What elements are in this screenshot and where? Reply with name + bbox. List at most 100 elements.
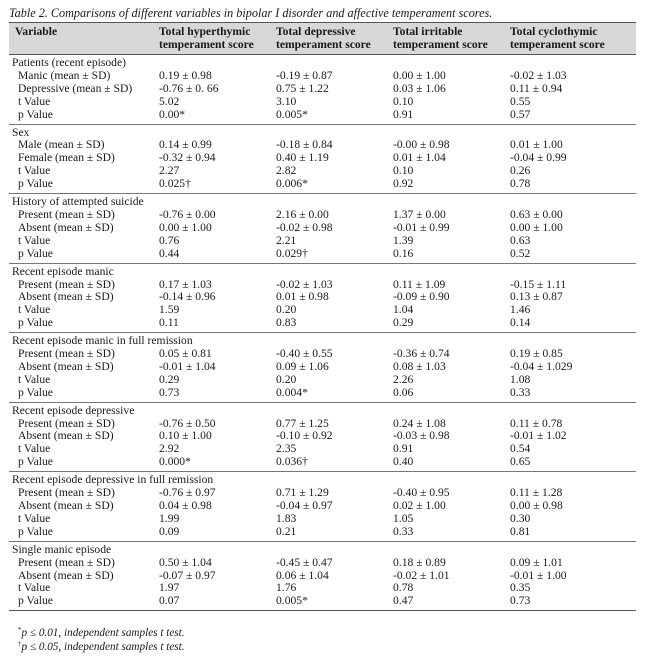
data-cell: -0.76 ± 0. 66	[159, 81, 219, 95]
data-cell: 2.92	[159, 442, 180, 456]
data-cell: -0.03 ± 0.98	[393, 429, 450, 443]
comparison-table: Variable Total hyperthymic temperament sc…	[9, 22, 636, 612]
header-cyclothymic: Total cyclothymic temperament score	[510, 22, 636, 55]
data-cell: 0.029†	[276, 246, 308, 260]
data-cell: 0.00 ± 1.00	[159, 220, 212, 234]
data-cell: 2.82	[276, 164, 297, 178]
data-cell: 0.57	[510, 107, 531, 121]
data-cell: 0.33	[393, 524, 414, 538]
data-cell: 0.75 ± 1.22	[276, 81, 329, 95]
row-label: Present (mean ± SD)	[18, 277, 115, 291]
data-cell: -0.10 ± 0.92	[276, 429, 333, 443]
data-cell: -0.00 ± 0.98	[393, 138, 450, 152]
data-cell: -0.07 ± 0.97	[159, 568, 216, 582]
data-cell: -0.04 ± 0.99	[510, 151, 567, 165]
row-label: Present (mean ± SD)	[18, 555, 115, 569]
row-label: p Value	[18, 177, 53, 191]
data-cell: -0.02 ± 0.98	[276, 220, 333, 234]
data-cell: 0.14 ± 0.99	[159, 138, 212, 152]
row-label: Absent (mean ± SD)	[18, 220, 114, 234]
row-label: Depressive (mean ± SD)	[18, 81, 133, 95]
data-cell: 1.76	[276, 581, 297, 595]
data-cell: 0.06 ± 1.04	[276, 568, 329, 582]
data-cell: -0.02 ± 1.03	[510, 68, 567, 82]
data-cell: 1.08	[510, 372, 531, 386]
data-cell: -0.36 ± 0.74	[393, 347, 450, 361]
table-header-row: Variable Total hyperthymic temperament sc…	[9, 22, 636, 55]
data-cell: -0.32 ± 0.94	[159, 151, 216, 165]
data-cell: 0.00 ± 1.00	[393, 68, 446, 82]
footnote-1: *p ≤ 0.01, independent samples t test.	[18, 626, 185, 639]
row-label: t Value	[18, 511, 51, 525]
data-cell: 0.91	[393, 107, 414, 121]
section-title-row: Recent episode depressive in full remiss…	[9, 471, 636, 488]
data-cell: 0.00 ± 0.98	[510, 499, 563, 512]
data-cell: 1.04	[393, 303, 414, 317]
row-label: t Value	[18, 233, 51, 247]
data-cell: 1.97	[159, 581, 180, 595]
data-cell: 0.20	[276, 303, 297, 317]
data-cell: 0.09	[159, 524, 180, 538]
data-cell: -0.40 ± 0.95	[393, 486, 450, 500]
row-label: Absent (mean ± SD)	[18, 499, 114, 512]
data-cell: 0.006*	[276, 177, 308, 191]
data-cell: -0.01 ± 0.99	[393, 220, 450, 234]
data-cell: 2.21	[276, 233, 297, 247]
table-row: t Value 0.29 0.20 2.26 1.08	[9, 372, 636, 387]
data-cell: 0.47	[393, 594, 510, 612]
table-row: t Value 5.02 3.10 0.10 0.55	[9, 94, 636, 109]
data-cell: 0.09 ± 1.06	[276, 359, 329, 373]
table-row: t Value 2.27 2.82 0.10 0.26	[9, 164, 636, 178]
data-cell: 0.20	[276, 372, 297, 386]
data-cell: 0.05 ± 0.81	[159, 347, 212, 361]
data-cell: -0.01 ± 1.00	[510, 568, 567, 582]
data-cell: -0.02 ± 1.03	[276, 277, 333, 291]
data-cell: 0.30	[510, 511, 531, 525]
data-cell: 1.05	[393, 511, 414, 525]
data-cell: 2.26	[393, 372, 414, 386]
row-label: Absent (mean ± SD)	[18, 568, 114, 582]
table-row: Absent (mean ± SD) 0.00 ± 1.00 -0.02 ± 0.9…	[9, 220, 636, 235]
table-caption: Table 2. Comparisons of different variab…	[9, 6, 493, 20]
row-label: t Value	[18, 581, 51, 595]
section-title-row: Recent episode depressive	[9, 401, 636, 418]
data-cell: 2.16 ± 0.00	[276, 207, 329, 221]
section-title-row: Single manic episode	[9, 540, 636, 557]
data-cell: 0.50 ± 1.04	[159, 555, 212, 569]
table-row: t Value 1.97 1.76 0.78 0.35	[9, 582, 636, 595]
table-row: p Value 0.09 0.21 0.33 0.81	[9, 524, 636, 541]
data-cell: 0.18 ± 0.89	[393, 555, 446, 569]
data-cell: 0.04 ± 0.98	[159, 499, 212, 512]
data-cell: 0.11 ± 0.78	[510, 416, 563, 430]
table-row: t Value 1.99 1.83 1.05 0.30	[9, 511, 636, 526]
data-cell: 0.40 ± 1.19	[276, 151, 329, 165]
section-title: Recent episode depressive	[9, 401, 636, 418]
data-cell: -0.76 ± 0.97	[159, 486, 216, 500]
data-cell: 0.55	[510, 94, 531, 108]
row-label: Absent (mean ± SD)	[18, 290, 114, 304]
table-row: p Value 0.11 0.83 0.29 0.14	[9, 316, 636, 332]
data-cell: 0.16	[393, 246, 414, 260]
data-cell: 0.11 ± 1.09	[393, 277, 446, 291]
data-cell: -0.09 ± 0.90	[393, 290, 450, 304]
row-label: Present (mean ± SD)	[18, 347, 115, 361]
section-title: Sex	[9, 123, 636, 140]
data-cell: -0.01 ± 1.04	[159, 359, 216, 373]
table-row: p Value 0.025† 0.006* 0.92 0.78	[9, 177, 636, 193]
data-cell: 0.52	[510, 246, 531, 260]
table-row: Absent (mean ± SD) -0.01 ± 1.04 0.09 ± 1.0…	[9, 359, 636, 374]
data-cell: 0.73	[159, 385, 180, 399]
section-title-row: Sex	[9, 123, 636, 140]
data-cell: 0.17 ± 1.03	[159, 277, 212, 291]
data-cell: 1.37 ± 0.00	[393, 207, 446, 221]
row-label: t Value	[18, 164, 51, 178]
data-cell: 0.005*	[276, 594, 393, 612]
data-cell: 0.78	[510, 177, 531, 191]
data-cell: 1.46	[510, 303, 531, 317]
header-hyperthymic: Total hyperthymic temperament score	[159, 22, 276, 55]
data-cell: 0.71 ± 1.29	[276, 486, 329, 500]
data-cell: 0.036†	[276, 455, 308, 469]
row-label: t Value	[18, 442, 51, 456]
data-cell: -0.14 ± 0.96	[159, 290, 216, 304]
